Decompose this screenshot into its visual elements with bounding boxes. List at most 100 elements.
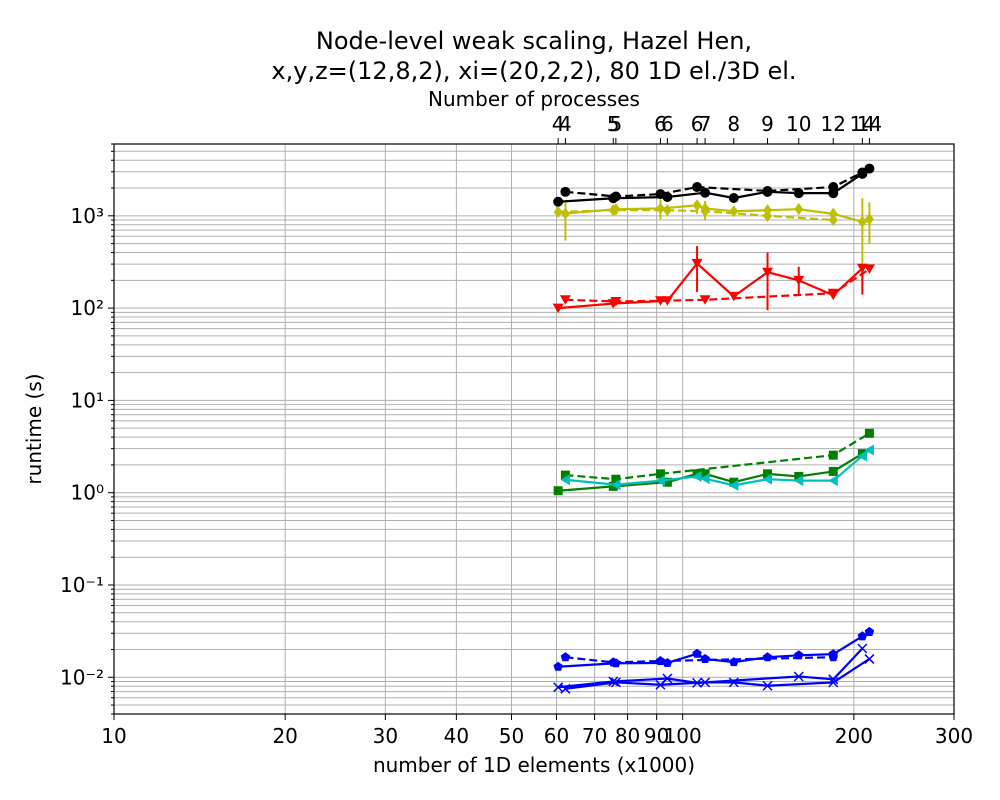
- data-point: [654, 296, 666, 306]
- data-point: [699, 295, 711, 305]
- top-tick-label: 12: [821, 112, 846, 136]
- plot-area: [552, 163, 875, 694]
- data-point: [560, 186, 571, 197]
- series-4: [552, 246, 868, 314]
- data-point: [864, 213, 874, 226]
- data-point: [864, 653, 875, 664]
- top-axis-label: Number of processes: [428, 87, 640, 111]
- chart-title-line-2: x,y,z=(12,8,2), xi=(20,2,2), 80 1D el./3…: [271, 57, 796, 85]
- x-tick-label: 50: [499, 724, 524, 748]
- data-point: [762, 267, 774, 278]
- data-point: [700, 473, 710, 485]
- data-point: [864, 428, 874, 438]
- x-tick-label: 300: [935, 724, 973, 748]
- series-line: [558, 452, 863, 492]
- data-point: [793, 671, 804, 682]
- data-point: [857, 450, 867, 462]
- data-point: [610, 296, 622, 307]
- data-point: [729, 477, 739, 487]
- data-point: [655, 202, 665, 215]
- data-point: [794, 203, 804, 216]
- data-point: [655, 656, 666, 666]
- data-point: [610, 479, 621, 491]
- data-point: [662, 204, 672, 217]
- data-point: [655, 189, 666, 200]
- x-tick-label: 80: [615, 724, 640, 748]
- top-tick-label: 4: [559, 112, 572, 136]
- data-point: [608, 481, 618, 491]
- series-1: [560, 167, 868, 202]
- x-tick-label: 30: [373, 724, 398, 748]
- series-10: [560, 652, 839, 667]
- data-point: [728, 192, 739, 203]
- x-axis-label: number of 1D elements (x1000): [373, 753, 695, 777]
- data-point: [828, 475, 838, 487]
- data-point: [794, 471, 804, 481]
- data-point: [864, 626, 875, 636]
- data-point: [692, 470, 702, 482]
- top-tick-label: 4: [552, 112, 565, 136]
- data-point: [608, 657, 619, 667]
- plot-frame: [113, 143, 955, 715]
- data-point: [828, 674, 839, 685]
- data-point: [763, 209, 773, 222]
- data-point: [553, 682, 564, 693]
- data-point: [763, 469, 773, 479]
- data-point: [692, 648, 702, 658]
- data-point: [828, 652, 839, 662]
- data-point: [857, 631, 868, 641]
- data-point: [560, 652, 571, 662]
- data-point: [552, 303, 564, 314]
- data-point: [691, 258, 703, 269]
- top-tick-label: 8: [727, 112, 740, 136]
- series-3: [553, 204, 838, 227]
- data-point: [655, 475, 665, 487]
- series-line: [558, 209, 834, 222]
- data-point: [828, 207, 838, 220]
- series-line: [565, 268, 871, 303]
- y-axis-label: runtime (s): [22, 373, 46, 484]
- data-point: [692, 182, 703, 193]
- data-point: [700, 653, 710, 663]
- data-point: [728, 291, 740, 302]
- data-point: [857, 643, 868, 654]
- series-12: [553, 643, 868, 693]
- y-tick-label: 10¹: [71, 388, 104, 412]
- series-line: [565, 656, 834, 664]
- data-point: [611, 474, 621, 484]
- data-point: [857, 167, 868, 178]
- x-tick-label: 200: [835, 724, 873, 748]
- chart-title-line-1: Node-level weak scaling, Hazel Hen,: [316, 27, 752, 55]
- data-point: [793, 188, 804, 199]
- data-point: [828, 450, 838, 460]
- top-tick-label: 6: [661, 112, 674, 136]
- data-point: [863, 264, 875, 275]
- x-tick-label: 90: [644, 724, 669, 748]
- data-point: [560, 474, 570, 486]
- x-tick-label: 40: [444, 724, 469, 748]
- series-8: [560, 444, 874, 491]
- x-tick-label: 100: [664, 724, 702, 748]
- data-point: [828, 182, 839, 193]
- data-point: [608, 676, 619, 687]
- data-point: [553, 205, 563, 218]
- data-point: [560, 470, 570, 480]
- data-point: [700, 469, 710, 479]
- series-0: [553, 163, 875, 207]
- data-point: [762, 680, 773, 691]
- data-point: [608, 204, 618, 217]
- data-point: [553, 486, 563, 496]
- y-tick-label: 10³: [71, 204, 104, 228]
- y-tick-label: 10⁻²: [60, 665, 104, 689]
- top-tick-label: 5: [610, 112, 623, 136]
- data-point: [662, 673, 673, 684]
- data-point: [793, 475, 804, 487]
- data-point: [827, 288, 839, 299]
- data-point: [559, 295, 571, 305]
- x-tick-label: 10: [101, 724, 126, 748]
- grid-lines: [113, 143, 955, 715]
- top-tick-label: 9: [761, 112, 774, 136]
- data-point: [864, 444, 874, 456]
- y-tick-label: 10²: [71, 296, 104, 320]
